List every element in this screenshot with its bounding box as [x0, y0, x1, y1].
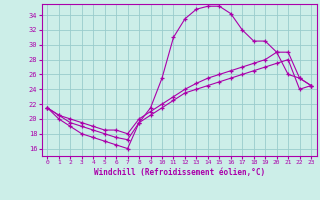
- X-axis label: Windchill (Refroidissement éolien,°C): Windchill (Refroidissement éolien,°C): [94, 168, 265, 177]
